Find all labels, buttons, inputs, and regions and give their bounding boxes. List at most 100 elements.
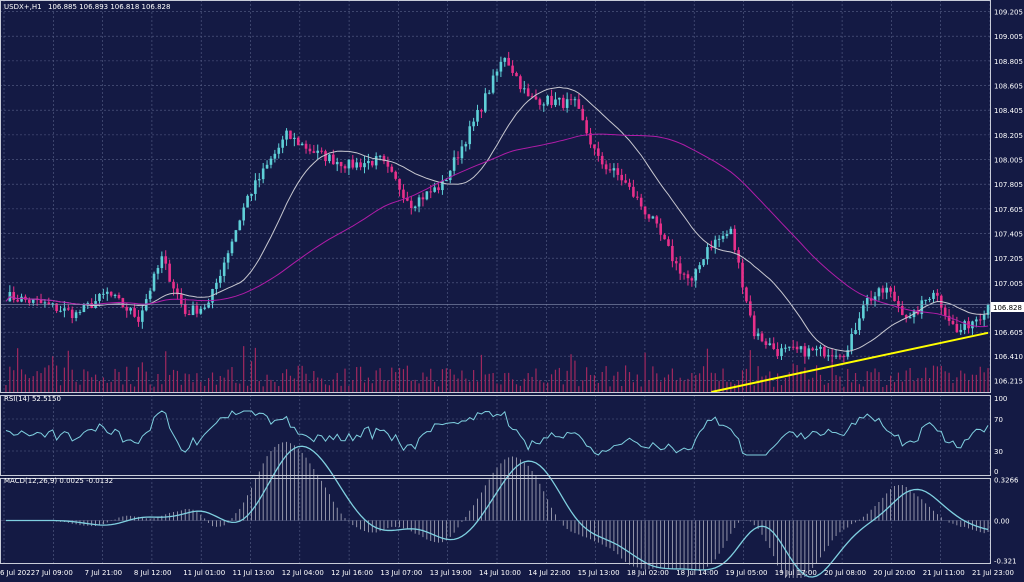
volume-bar [496, 383, 498, 392]
time-axis-label: 7 Jul 09:00 [35, 569, 73, 577]
candle-body [554, 99, 557, 106]
volume-bar [371, 383, 373, 392]
candle-body [663, 234, 666, 240]
volume-bar [589, 374, 592, 392]
candle-body [698, 265, 701, 270]
volume-bar [465, 378, 467, 392]
candle-body [328, 154, 331, 162]
volume-bar [547, 382, 549, 392]
volume-bar [262, 386, 264, 392]
candle-body [102, 293, 105, 295]
candle-body [682, 273, 686, 275]
candle-body [308, 148, 312, 152]
candle-body [807, 348, 811, 357]
candle-body [694, 269, 698, 281]
volume-bar [695, 375, 697, 392]
rsi-axis-label: 70 [994, 416, 1003, 424]
volume-bar [32, 376, 34, 392]
candle-body [741, 262, 744, 288]
candle-body [316, 150, 320, 153]
volume-bar [282, 373, 284, 392]
candle-body [519, 76, 522, 90]
candle-body [39, 299, 43, 304]
trendline-group[interactable] [711, 331, 989, 393]
volume-bar [91, 377, 93, 392]
candle-body [597, 148, 600, 156]
candle-body [347, 159, 351, 169]
candle-body [947, 315, 951, 321]
time-axis-label: 18 Jul 02:00 [627, 569, 669, 577]
candle-body [133, 308, 136, 317]
candle-body [936, 292, 939, 296]
volume-bar [621, 385, 623, 392]
candle-body [156, 268, 160, 274]
volume-bar [741, 370, 744, 392]
candle-body [230, 241, 234, 254]
support-trendline[interactable] [711, 331, 989, 393]
volume-bar [515, 384, 518, 392]
candle-body [374, 156, 378, 166]
volume-bars [5, 346, 989, 392]
volume-bar [706, 348, 709, 392]
volume-bar [956, 377, 958, 392]
candle-body [865, 297, 869, 306]
volume-bar [780, 385, 783, 392]
volume-bar [550, 374, 553, 392]
candle-body [234, 230, 238, 242]
volume-bar [169, 374, 171, 392]
candle-body [285, 130, 288, 140]
candle-body [491, 75, 495, 93]
rsi-label: RSI(14) 52.5150 [4, 395, 61, 403]
volume-bar [574, 360, 576, 392]
volume-bar [402, 369, 405, 392]
candle-body [261, 168, 265, 180]
volume-bar [504, 373, 506, 392]
candle-body [113, 294, 117, 296]
volume-bar [63, 367, 66, 392]
candle-body [218, 275, 222, 283]
candle-body [20, 296, 23, 302]
volume-bar [476, 381, 479, 392]
candle-body [215, 282, 218, 290]
candle-body [784, 347, 787, 349]
candle-body [437, 187, 440, 191]
volume-bar [605, 366, 607, 392]
candle-body [612, 168, 616, 171]
time-axis-label: 6 Jul 2022 [0, 569, 35, 577]
candle-body [854, 330, 857, 335]
candle-body [293, 137, 296, 139]
volume-bar [636, 374, 638, 392]
volume-bar [500, 384, 502, 392]
volume-bar [940, 365, 942, 392]
volume-bar [773, 386, 775, 392]
candle-body [526, 88, 530, 97]
candle-body [386, 161, 390, 167]
volume-bar [313, 371, 315, 392]
volume-bar [274, 382, 276, 392]
candle-body [355, 162, 358, 168]
candle-body [242, 207, 245, 221]
volume-bar [975, 374, 977, 392]
candle-body [67, 308, 70, 310]
volume-bar [449, 369, 451, 392]
candle-body [881, 288, 885, 293]
candle-body [164, 256, 168, 264]
volume-bar [305, 373, 307, 392]
volume-bar [352, 379, 354, 392]
time-axis-label: 13 Jul 07:00 [380, 569, 422, 577]
candle-body [819, 346, 822, 349]
volume-bar [441, 369, 444, 392]
volume-bar [928, 378, 931, 392]
candle-body [12, 292, 16, 300]
volume-bar [395, 372, 397, 392]
volume-bar [702, 366, 705, 392]
volume-bar [987, 368, 989, 392]
candle-body [608, 169, 612, 171]
volume-bar [297, 365, 299, 392]
volume-bar [601, 371, 603, 392]
price-axis-label: 108.405 [994, 107, 1023, 115]
volume-bar [289, 375, 292, 392]
volume-bar [149, 384, 151, 392]
